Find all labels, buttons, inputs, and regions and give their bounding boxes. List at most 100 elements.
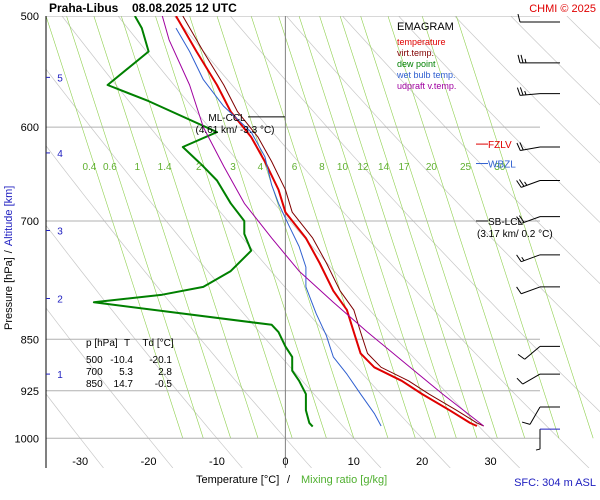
y-axis-label-secondary: Altitude [km] — [3, 186, 15, 247]
temperature-tick-label: 30 — [484, 456, 496, 468]
mixing-ratio-line — [250, 16, 389, 439]
table-cell: 700 — [86, 367, 103, 378]
mixing-ratio-label: 25 — [460, 162, 472, 173]
sounding-datetime: 08.08.2025 12 UTC — [132, 1, 237, 15]
wind-barb — [516, 373, 560, 385]
altitude-tick-label: 3 — [57, 226, 63, 237]
dry-adiabat-line — [117, 16, 520, 468]
pressure-tick-label: 600 — [21, 122, 39, 134]
mixing-ratio-label: 4 — [258, 162, 264, 173]
grid-lines — [46, 16, 600, 468]
dry-adiabat-line — [46, 145, 312, 468]
wind-barb — [516, 142, 560, 152]
series-line-updraft — [161, 16, 485, 427]
table-cell: 5.3 — [119, 367, 133, 378]
table-header-cell: T — [124, 338, 130, 349]
wind-barb — [535, 428, 560, 451]
table-header-cell: p [hPa] — [86, 338, 118, 349]
wind-barb — [516, 179, 560, 188]
dry-adiabat-line — [46, 307, 174, 468]
legend-entry: udpraft v.temp. — [397, 81, 456, 91]
x-axis-label-secondary: Mixing ratio [g/kg] — [301, 474, 387, 486]
wind-barb — [517, 345, 560, 360]
table-header-cell: Td [°C] — [142, 338, 173, 349]
legend-entry: temperature — [397, 37, 446, 47]
temperature-tick-label: -20 — [141, 456, 157, 468]
mixing-ratio-line — [421, 16, 560, 439]
mixing-ratio-label: 2 — [196, 162, 202, 173]
dry-adiabat-line — [173, 16, 590, 468]
table-cell: -10.4 — [110, 355, 133, 366]
table-cell: 14.7 — [114, 379, 134, 390]
mixing-ratio-label: 14 — [378, 162, 390, 173]
mixing-ratio-label: 3 — [230, 162, 236, 173]
level-label: WBZL — [488, 160, 516, 171]
dry-adiabat-line — [566, 16, 600, 50]
level-sublabel: (4.61 km/ -3.3 °C) — [195, 125, 274, 136]
chart-labels: 0.4 0.6 1 1.4 2 3 4 6 8 10 12 14 17 20 25 30 temperature… — [82, 37, 552, 390]
wind-barbs — [516, 13, 560, 451]
table-cell: 850 — [86, 379, 103, 390]
x-axis-label: Temperature [°C] — [196, 474, 279, 486]
mixing-ratio-label: 10 — [337, 162, 349, 173]
dry-adiabat-line — [230, 16, 600, 413]
table-cell: -20.1 — [149, 355, 172, 366]
mixing-ratio-label: 1.4 — [158, 162, 172, 173]
y-axis-label: Pressure [hPa] — [3, 257, 15, 330]
dry-adiabat-line — [61, 16, 451, 468]
mixing-ratio-label: 0.6 — [103, 162, 117, 173]
dry-adiabat-line — [286, 16, 600, 348]
wind-barb — [516, 215, 560, 224]
mixing-ratio-label: 1 — [134, 162, 140, 173]
altitude-tick-label: 2 — [57, 295, 63, 306]
y-axis-separator: / — [3, 249, 15, 253]
level-sublabel: (3.17 km/ 0.2 °C) — [477, 229, 553, 240]
series-line-dew-point — [92, 16, 314, 428]
mixing-ratio-label: 17 — [398, 162, 410, 173]
chart-title: EMAGRAM — [397, 21, 454, 33]
mixing-ratio-label: 8 — [319, 162, 325, 173]
wind-barb — [517, 54, 560, 64]
dry-adiabat-line — [342, 16, 600, 285]
altitude-tick-label: 1 — [57, 370, 63, 381]
altitude-tick-label: 5 — [57, 73, 63, 84]
pressure-tick-label: 1000 — [15, 433, 39, 445]
mixing-ratio-label: 20 — [426, 162, 438, 173]
temperature-tick-label: 20 — [416, 456, 428, 468]
dry-adiabat-line — [398, 16, 600, 223]
profile-curves — [92, 16, 485, 428]
level-label: FZLV — [488, 140, 512, 151]
dry-adiabat-line — [46, 68, 382, 468]
table-cell: 2.8 — [158, 367, 172, 378]
credit-text: CHMI © 2025 — [529, 3, 596, 15]
mixing-ratio-line — [189, 16, 327, 439]
mixing-ratio-line — [278, 16, 416, 439]
altitude-tick-label: 4 — [57, 149, 63, 160]
wind-barb — [516, 87, 560, 96]
legend-entry: virt.temp. — [397, 48, 434, 58]
table-cell: 500 — [86, 355, 103, 366]
temperature-tick-label: -30 — [72, 456, 88, 468]
mixing-ratio-label: 6 — [292, 162, 298, 173]
level-label: SB-LCL — [488, 217, 523, 228]
mixing-ratio-line — [155, 16, 293, 439]
series-line-wet-bulb — [175, 27, 382, 427]
mixing-ratio-line — [46, 16, 184, 439]
pressure-tick-label: 500 — [21, 11, 39, 23]
pressure-tick-label: 850 — [21, 334, 39, 346]
mixing-ratio-line — [339, 16, 478, 439]
pressure-tick-label: 700 — [21, 216, 39, 228]
legend-entry: wet bulb temp. — [396, 70, 456, 80]
surface-elevation: SFC: 304 m ASL — [514, 477, 596, 489]
mixing-ratio-label: 30 — [494, 162, 506, 173]
mixing-ratio-line — [66, 16, 204, 439]
mixing-ratio-line — [298, 16, 437, 439]
mixing-ratio-line — [93, 16, 231, 439]
temperature-tick-label: 10 — [348, 456, 360, 468]
wind-barb — [521, 406, 560, 425]
y-axis-title: Pressure [hPa] / Altitude [km] — [3, 186, 15, 330]
mixing-ratio-line — [319, 16, 457, 439]
mixing-ratio-line — [387, 16, 526, 439]
series-line-virt-temp — [182, 16, 484, 427]
